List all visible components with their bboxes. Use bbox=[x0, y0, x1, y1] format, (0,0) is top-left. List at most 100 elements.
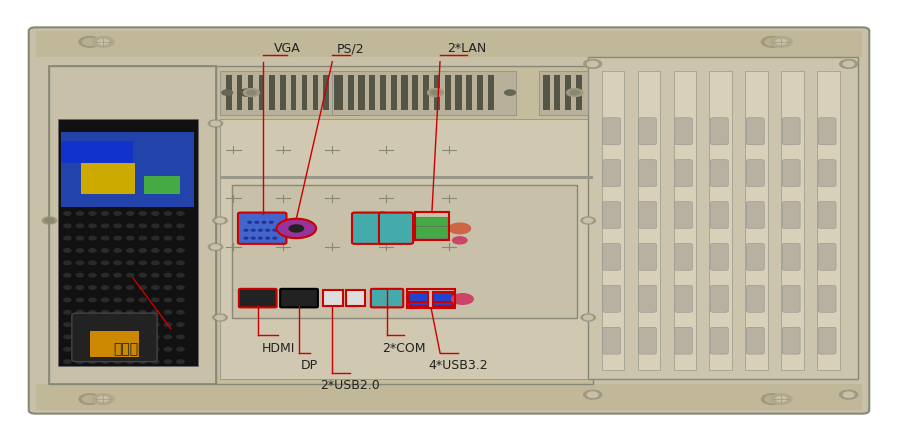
Circle shape bbox=[76, 150, 84, 153]
Bar bbox=[220, 176, 593, 179]
Circle shape bbox=[64, 323, 71, 326]
Circle shape bbox=[127, 261, 134, 265]
Bar bbox=[232, 185, 577, 318]
FancyBboxPatch shape bbox=[818, 243, 836, 270]
Circle shape bbox=[164, 175, 172, 178]
Circle shape bbox=[584, 218, 593, 223]
Circle shape bbox=[64, 360, 71, 363]
Text: 2*LAN: 2*LAN bbox=[447, 42, 487, 55]
FancyBboxPatch shape bbox=[674, 243, 692, 270]
Bar bbox=[36, 384, 862, 410]
Circle shape bbox=[139, 199, 146, 203]
Circle shape bbox=[164, 212, 172, 215]
Bar bbox=[323, 290, 343, 306]
Circle shape bbox=[76, 273, 84, 277]
Circle shape bbox=[101, 175, 109, 178]
FancyBboxPatch shape bbox=[638, 285, 656, 312]
Circle shape bbox=[89, 224, 96, 228]
Circle shape bbox=[266, 229, 269, 231]
Bar bbox=[280, 75, 286, 110]
FancyBboxPatch shape bbox=[352, 213, 386, 244]
Circle shape bbox=[76, 261, 84, 265]
Circle shape bbox=[152, 323, 159, 326]
Circle shape bbox=[101, 249, 109, 252]
Circle shape bbox=[584, 60, 602, 68]
Circle shape bbox=[266, 237, 269, 239]
Circle shape bbox=[64, 162, 71, 166]
Circle shape bbox=[164, 199, 172, 203]
Circle shape bbox=[64, 236, 71, 240]
Circle shape bbox=[152, 335, 159, 339]
Circle shape bbox=[840, 390, 858, 399]
Circle shape bbox=[139, 162, 146, 166]
Text: 4*USB3.2: 4*USB3.2 bbox=[428, 359, 488, 372]
Circle shape bbox=[76, 298, 84, 302]
FancyBboxPatch shape bbox=[603, 327, 621, 354]
Circle shape bbox=[114, 236, 121, 240]
Circle shape bbox=[64, 310, 71, 314]
Circle shape bbox=[177, 261, 184, 265]
FancyBboxPatch shape bbox=[782, 202, 800, 228]
Circle shape bbox=[139, 273, 146, 277]
Circle shape bbox=[251, 237, 255, 239]
Circle shape bbox=[64, 249, 71, 252]
Bar bbox=[709, 71, 732, 370]
Circle shape bbox=[101, 261, 109, 265]
Circle shape bbox=[164, 236, 172, 240]
Text: DP: DP bbox=[301, 359, 319, 372]
Circle shape bbox=[127, 199, 134, 203]
Circle shape bbox=[164, 162, 172, 166]
FancyBboxPatch shape bbox=[782, 118, 800, 145]
Circle shape bbox=[127, 310, 134, 314]
Circle shape bbox=[114, 150, 121, 153]
Circle shape bbox=[152, 249, 159, 252]
Circle shape bbox=[89, 212, 96, 215]
Bar bbox=[466, 75, 472, 110]
Circle shape bbox=[127, 335, 134, 339]
Circle shape bbox=[164, 335, 172, 339]
Circle shape bbox=[114, 348, 121, 351]
Text: VGA: VGA bbox=[274, 42, 301, 55]
Circle shape bbox=[152, 286, 159, 289]
FancyBboxPatch shape bbox=[818, 202, 836, 228]
Circle shape bbox=[64, 199, 71, 203]
Bar bbox=[391, 75, 397, 110]
Bar bbox=[380, 75, 386, 110]
FancyBboxPatch shape bbox=[603, 160, 621, 187]
Circle shape bbox=[273, 237, 277, 239]
Circle shape bbox=[177, 187, 184, 191]
Circle shape bbox=[76, 249, 84, 252]
Bar bbox=[674, 71, 696, 370]
Circle shape bbox=[101, 335, 109, 339]
Circle shape bbox=[114, 310, 121, 314]
Circle shape bbox=[127, 273, 134, 277]
Circle shape bbox=[152, 150, 159, 153]
Circle shape bbox=[139, 175, 146, 178]
Circle shape bbox=[152, 261, 159, 265]
Circle shape bbox=[177, 348, 184, 351]
Circle shape bbox=[114, 335, 121, 339]
Bar bbox=[412, 75, 418, 110]
FancyBboxPatch shape bbox=[238, 213, 286, 244]
Circle shape bbox=[114, 286, 121, 289]
Circle shape bbox=[587, 61, 598, 67]
Circle shape bbox=[114, 162, 121, 166]
Bar bbox=[144, 176, 180, 194]
Circle shape bbox=[101, 224, 109, 228]
Circle shape bbox=[139, 212, 146, 215]
Circle shape bbox=[244, 237, 248, 239]
Bar bbox=[415, 217, 449, 229]
Circle shape bbox=[216, 218, 224, 223]
Circle shape bbox=[152, 298, 159, 302]
Bar bbox=[638, 71, 660, 370]
Circle shape bbox=[177, 199, 184, 203]
Circle shape bbox=[164, 187, 172, 191]
Circle shape bbox=[255, 221, 259, 223]
Circle shape bbox=[164, 323, 172, 326]
Bar bbox=[302, 75, 307, 110]
Circle shape bbox=[76, 199, 84, 203]
Circle shape bbox=[79, 37, 101, 47]
Circle shape bbox=[584, 315, 593, 320]
Circle shape bbox=[114, 212, 121, 215]
Circle shape bbox=[64, 298, 71, 302]
